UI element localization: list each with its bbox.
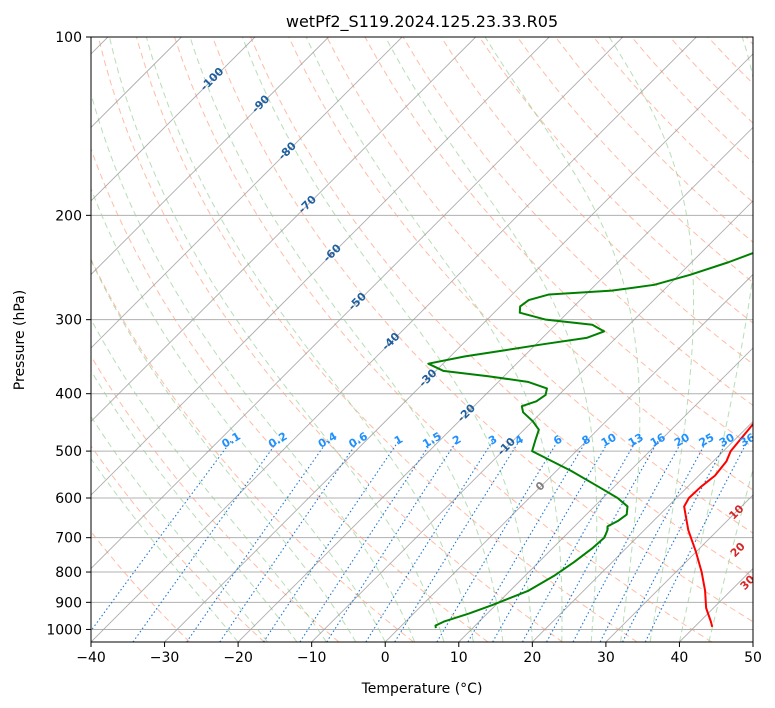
- isotherm-line: [91, 37, 697, 642]
- mixing-ratio-line: [186, 440, 329, 642]
- isotherm-line: [91, 37, 403, 349]
- mixing-ratio-line: [436, 440, 559, 642]
- mixing-ratio-line: [572, 440, 683, 642]
- moist-adiabat-line: [384, 37, 598, 642]
- moist-adiabat-line: [91, 369, 298, 642]
- dry-adiabat-line: [91, 445, 265, 642]
- plot-area: -100-90-80-70-60-50-40-30-20-1000.1 0.2 0.…: [91, 37, 758, 642]
- moist-adiabat-line: [708, 467, 753, 642]
- chart-title: wetPf2_S119.2024.125.23.33.R05: [286, 12, 558, 32]
- moist-adiabat-line: [91, 415, 268, 642]
- x-tick-label: −10: [297, 650, 327, 666]
- isotherm-line: [91, 37, 476, 423]
- moist-adiabat-line: [678, 37, 753, 642]
- isotherm-line: [164, 53, 753, 642]
- moist-adiabat-line: [108, 37, 445, 642]
- mixing-ratio-line: [91, 440, 232, 632]
- x-tick-label: 20: [523, 650, 541, 666]
- moist-adiabat-line: [241, 37, 533, 642]
- mixing-ratio-line: [521, 440, 637, 642]
- isotherm-line: [91, 37, 550, 496]
- x-axis-label: Temperature (°C): [361, 681, 483, 697]
- y-tick-label: 500: [55, 444, 82, 460]
- mixing-ratio-label: 36: [738, 431, 758, 450]
- y-tick-label: 200: [55, 208, 82, 224]
- mixing-ratio-line: [365, 440, 494, 642]
- dry-adiabat-line: [91, 355, 340, 642]
- mixing-ratio-line: [263, 440, 400, 642]
- x-tick-label: 50: [744, 650, 762, 666]
- dry-adiabat-line: [174, 37, 713, 642]
- x-tick-label: 40: [671, 650, 689, 666]
- mixing-ratio-lines: [91, 440, 749, 642]
- plot-frame: [90, 36, 754, 643]
- isotherm-line: [91, 37, 256, 202]
- y-tick-label: 300: [55, 313, 82, 329]
- y-tick-label: 700: [55, 531, 82, 547]
- isotherm-line: [91, 37, 329, 276]
- isotherm-line: [237, 126, 753, 642]
- dry-adiabat-line: [212, 37, 753, 623]
- mixing-ratio-line: [219, 440, 359, 642]
- mixing-ratio-line: [394, 440, 520, 642]
- moist-adiabat-line: [91, 259, 357, 642]
- isotherm-line: [311, 200, 753, 642]
- moist-adiabat-line: [608, 37, 695, 642]
- x-tick-label: 30: [597, 650, 615, 666]
- dewpoint-profile-line: [427, 252, 753, 629]
- moist-adiabat-line: [484, 37, 641, 642]
- profile-series: [427, 252, 753, 629]
- isotherm-line: [605, 494, 753, 642]
- temperature-profile-line: [683, 422, 753, 628]
- y-tick-label: 800: [55, 565, 82, 581]
- mixing-ratio-line: [326, 440, 458, 642]
- dry-adiabat-line: [135, 37, 638, 642]
- isotherm-line: [532, 420, 753, 642]
- mixing-ratio-line: [132, 440, 279, 642]
- dry-adiabat-line: [288, 37, 753, 534]
- isotherm-line: [384, 273, 753, 642]
- moist-adiabat-line: [189, 37, 504, 642]
- y-tick-label: 600: [55, 491, 82, 507]
- x-tick-label: 10: [450, 650, 468, 666]
- mixing-ratio-line: [299, 440, 433, 642]
- dry-adiabat-line: [91, 258, 414, 642]
- mixing-ratio-line: [467, 440, 587, 642]
- y-tick-label: 900: [55, 595, 82, 611]
- isotherm-line: [458, 347, 753, 642]
- mixing-ratio-line: [546, 440, 659, 642]
- y-tick-label: 400: [55, 387, 82, 403]
- y-axis-ticks: 100 200 300 400 500 600 700 800 900 1000: [46, 30, 91, 638]
- y-tick-label: 1000: [46, 622, 82, 638]
- x-tick-label: −30: [150, 650, 180, 666]
- moist-adiabat-line: [145, 37, 474, 642]
- x-tick-label: −20: [223, 650, 253, 666]
- x-tick-label: −40: [76, 650, 106, 666]
- pressure-gridlines: [91, 37, 753, 630]
- x-tick-label: 0: [381, 650, 390, 666]
- moist-adiabat-line: [305, 37, 563, 642]
- x-axis-ticks: −40 −30 −20 −10 0 10 20 30 40 50: [76, 642, 762, 666]
- mixing-ratio-line: [644, 440, 749, 642]
- isotherms: [91, 37, 753, 642]
- isotherm-line: [91, 37, 624, 570]
- dry-adiabat-line: [250, 37, 753, 578]
- y-axis-label: Pressure (hPa): [12, 290, 28, 390]
- moist-adiabat-line: [91, 318, 327, 642]
- moist-adiabat-line: [91, 187, 386, 642]
- moist-adiabat-line: [91, 457, 239, 642]
- y-tick-label: 100: [55, 30, 82, 46]
